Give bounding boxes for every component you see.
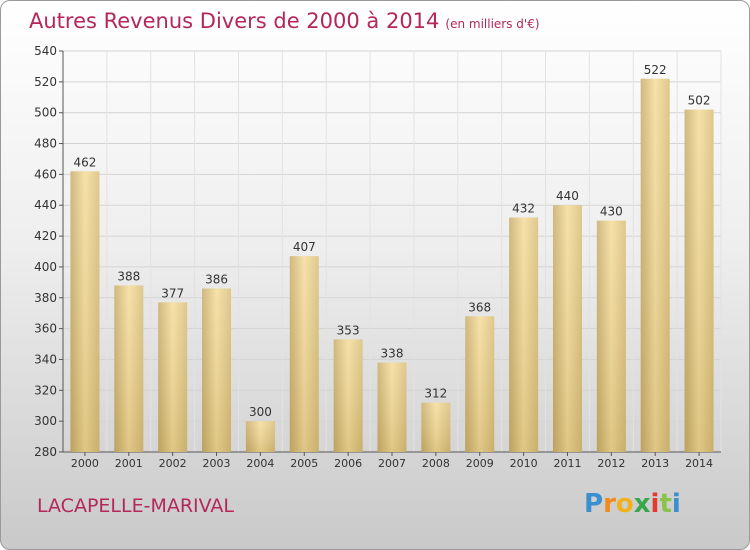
value-label: 368: [468, 300, 491, 314]
logo-letter: t: [659, 489, 672, 519]
y-tick-labels: 280 300 320 340 360 380 400 420 440 460 480 500 520 5…: [34, 44, 57, 459]
logo-letter: x: [633, 489, 651, 519]
x-tick-label: 2012: [597, 457, 625, 470]
y-tick-label: 320: [34, 383, 57, 397]
x-tick-label: 2013: [641, 457, 669, 470]
bar-shade: [465, 316, 495, 452]
y-tick-label: 420: [34, 229, 57, 243]
bar-shade: [640, 78, 670, 452]
value-label: 502: [688, 94, 711, 108]
x-tick-label: 2014: [685, 457, 713, 470]
x-tick-labels: 2000 2001 2002 2003 2004 2005 2006 2007 2008 2009…: [71, 457, 713, 470]
value-label: 338: [381, 347, 404, 361]
value-label: 312: [424, 387, 447, 401]
bar-shade: [684, 109, 714, 452]
value-label: 407: [293, 240, 316, 254]
y-tick-label: 440: [34, 198, 57, 212]
bar-shade: [114, 285, 144, 452]
y-tick-label: 300: [34, 414, 57, 428]
logo-letter: i: [671, 489, 681, 519]
bar-shade: [596, 220, 626, 452]
logo-letter: i: [650, 489, 660, 519]
x-tick-label: 2003: [203, 457, 231, 470]
y-tick-label: 480: [34, 137, 57, 151]
logo-letter: o: [615, 489, 634, 519]
value-label: 440: [556, 189, 579, 203]
bar-shade: [421, 402, 451, 452]
y-tick-label: 340: [34, 352, 57, 366]
x-tick-label: 2010: [510, 457, 538, 470]
value-labels: 462 388 377 386 300 407 353 338 312 368 432 440 430 5…: [73, 63, 710, 419]
x-tick-label: 2006: [334, 457, 362, 470]
bar-shade: [552, 205, 582, 452]
y-tick-label: 500: [34, 106, 57, 120]
y-tick-label: 540: [34, 44, 57, 58]
bar-shade: [377, 362, 407, 452]
bar-shade: [70, 171, 100, 453]
x-tick-label: 2009: [466, 457, 494, 470]
logo-letter: P: [584, 489, 604, 519]
value-label: 462: [73, 155, 96, 169]
value-label: 300: [249, 405, 272, 419]
bar-shade: [158, 302, 188, 452]
x-tick-label: 2007: [378, 457, 406, 470]
x-tick-label: 2001: [115, 457, 143, 470]
value-label: 430: [600, 205, 623, 219]
bar-shade: [509, 217, 539, 452]
value-label: 432: [512, 202, 535, 216]
y-tick-label: 400: [34, 260, 57, 274]
value-label: 522: [644, 63, 667, 77]
x-tick-label: 2005: [290, 457, 318, 470]
y-tick-label: 380: [34, 291, 57, 305]
value-label: 388: [117, 269, 140, 283]
value-label: 386: [205, 273, 228, 287]
chart-title: Autres Revenus Divers de 2000 à 2014 (en …: [29, 9, 540, 33]
y-tick-label: 280: [34, 445, 57, 459]
value-label: 377: [161, 286, 184, 300]
title-text: Autres Revenus Divers de 2000 à 2014: [29, 9, 440, 33]
value-label: 353: [337, 323, 360, 337]
bar-shade: [289, 256, 319, 452]
bar-shade: [245, 421, 275, 452]
x-tick-label: 2011: [553, 457, 581, 470]
city-name: LACAPELLE-MARIVAL: [37, 495, 235, 517]
y-tick-label: 520: [34, 75, 57, 89]
proxiti-logo: Proxiti: [584, 489, 681, 519]
logo-letter: r: [603, 489, 616, 519]
unit-note: (en milliers d'€): [445, 17, 540, 31]
x-tick-label: 2004: [246, 457, 274, 470]
y-tick-label: 460: [34, 167, 57, 181]
x-tick-label: 2008: [422, 457, 450, 470]
x-tick-label: 2000: [71, 457, 99, 470]
bars: [70, 78, 714, 453]
bar-shade: [202, 288, 232, 452]
x-tick-label: 2002: [159, 457, 187, 470]
bar-shade: [333, 339, 363, 452]
y-tick-label: 360: [34, 322, 57, 336]
